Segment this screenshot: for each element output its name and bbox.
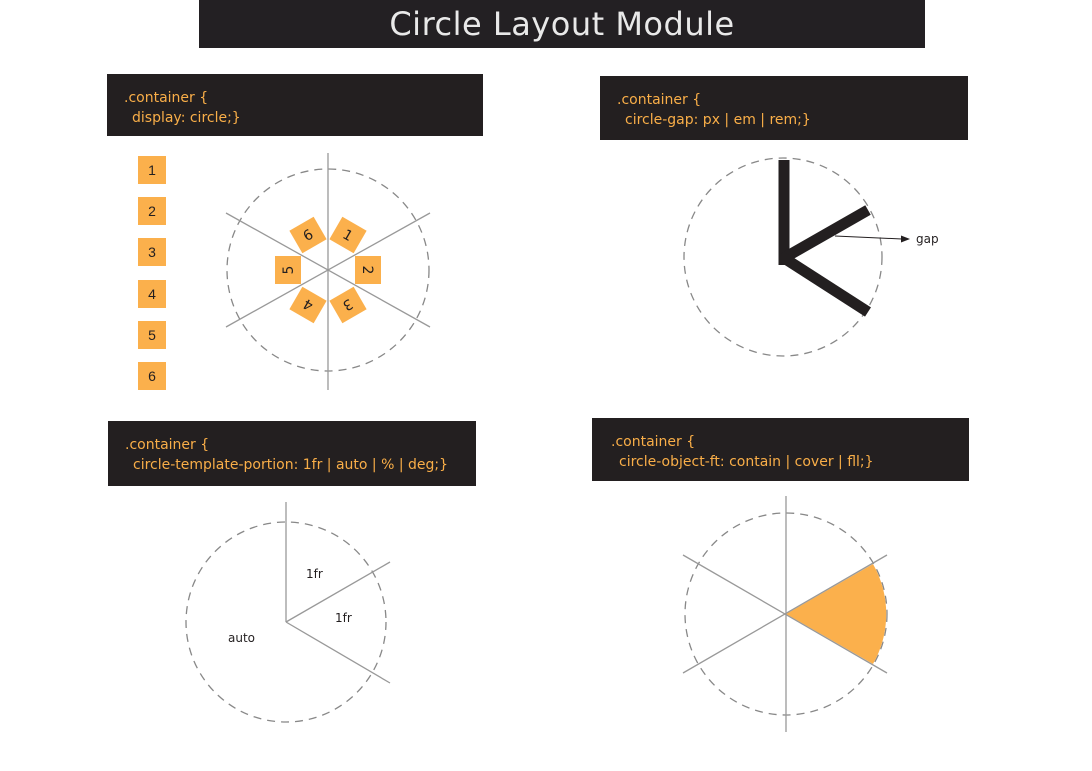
code-box-object-fit: .container { circle-object-ft: contain |… [592, 418, 969, 481]
page-title: Circle Layout Module [199, 0, 925, 48]
circle-item-2: 2 [355, 256, 381, 284]
axis-line [682, 554, 888, 674]
dashed-circle [185, 521, 387, 723]
item-box-2: 2 [138, 197, 166, 225]
item-box-4: 4 [138, 280, 166, 308]
circle-gap-diagram: gap [683, 157, 939, 357]
circle-object-fit-diagram [682, 496, 888, 732]
circle-template-portion-diagram: 1fr 1fr auto [185, 502, 391, 723]
circle-item-label: 2 [359, 266, 375, 275]
item-box-1: 1 [138, 156, 166, 184]
circle-item-label: 5 [281, 266, 297, 275]
portion-divider [285, 561, 391, 623]
circle-item-6: 6 [289, 216, 327, 254]
circle-item-5: 5 [275, 256, 301, 284]
portion-divider [285, 621, 391, 684]
dashed-circle [683, 157, 883, 357]
code-line: .container { [124, 90, 209, 106]
arrow-head-icon [901, 235, 910, 243]
item-box-5: 5 [138, 321, 166, 349]
circle-display-diagram: 1 2 3 4 5 6 [225, 153, 431, 390]
code-box-display: .container { display: circle;} [107, 74, 483, 136]
circle-item-1: 1 [329, 216, 367, 254]
gap-label: gap [916, 232, 939, 246]
code-line: display: circle;} [132, 110, 241, 126]
code-line: circle-gap: px | em | rem;} [625, 112, 811, 128]
circle-item-3: 3 [329, 286, 367, 324]
code-line: circle-object-ft: contain | cover | fll;… [619, 454, 874, 470]
code-box-template-portion: .container { circle-template-portion: 1f… [108, 421, 476, 486]
code-line: circle-template-portion: 1fr | auto | % … [133, 457, 448, 473]
portion-bar [781, 253, 871, 317]
code-box-gap: .container { circle-gap: px | em | rem;} [600, 76, 968, 140]
code-line: .container { [611, 434, 696, 450]
portion-bar [781, 205, 871, 263]
item-box-3: 3 [138, 238, 166, 266]
item-box-6: 6 [138, 362, 166, 390]
portion-label: 1fr [306, 567, 323, 581]
axis-line [225, 212, 431, 328]
code-line: .container { [617, 92, 702, 108]
portion-label: 1fr [335, 611, 352, 625]
filled-portion [786, 564, 887, 664]
circle-item-4: 4 [289, 286, 327, 324]
portion-label: auto [228, 631, 255, 645]
gap-arrow [834, 235, 903, 240]
code-line: .container { [125, 437, 210, 453]
